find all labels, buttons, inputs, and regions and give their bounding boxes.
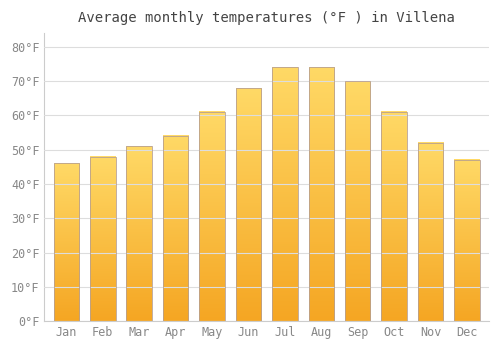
Title: Average monthly temperatures (°F ) in Villena: Average monthly temperatures (°F ) in Vi… [78,11,455,25]
Bar [200,112,225,321]
Bar [345,81,370,321]
Bar [272,68,297,321]
Bar [308,68,334,321]
Bar [454,160,480,321]
Bar [418,143,444,321]
Bar [382,112,407,321]
Bar [126,146,152,321]
Bar [163,136,188,321]
Bar [54,163,79,321]
Bar [90,156,116,321]
Bar [236,88,261,321]
